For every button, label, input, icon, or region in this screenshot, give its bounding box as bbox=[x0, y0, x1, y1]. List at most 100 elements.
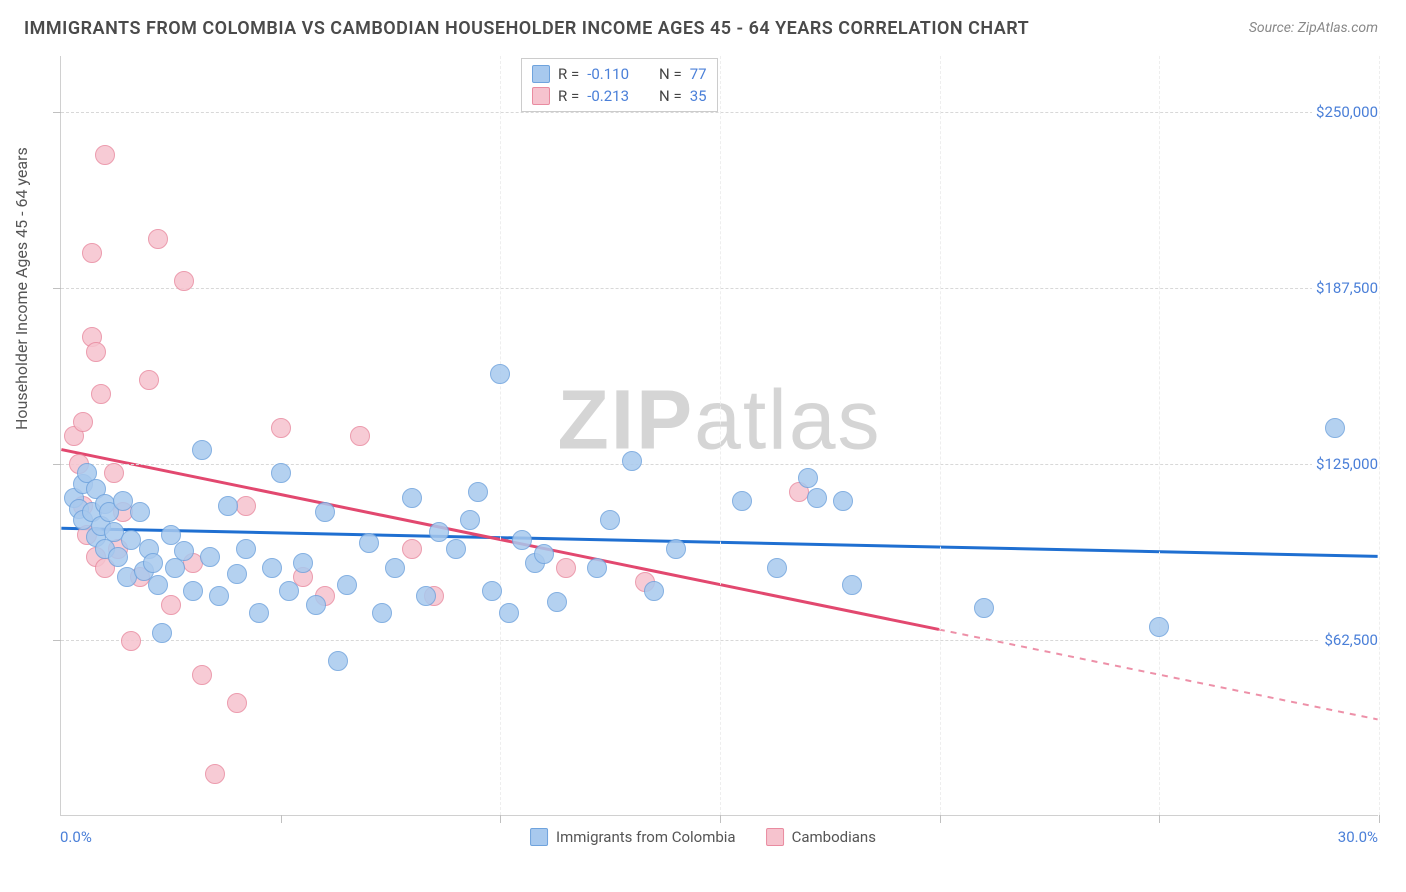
scatter-point bbox=[200, 547, 220, 567]
r-label: R = bbox=[558, 65, 579, 83]
scatter-point bbox=[833, 491, 853, 511]
scatter-point bbox=[306, 595, 326, 615]
chart-plot-area: ZIPatlas $62,500$125,000$187,500$250,000… bbox=[60, 56, 1378, 816]
scatter-point bbox=[249, 603, 269, 623]
scatter-point bbox=[1325, 418, 1345, 438]
scatter-point bbox=[236, 496, 256, 516]
legend-swatch bbox=[766, 828, 784, 846]
scatter-point bbox=[534, 544, 554, 564]
scatter-point bbox=[468, 482, 488, 502]
scatter-point bbox=[732, 491, 752, 511]
source-label: Source: ZipAtlas.com bbox=[1249, 20, 1378, 36]
scatter-point bbox=[385, 558, 405, 578]
scatter-point bbox=[205, 764, 225, 784]
scatter-point bbox=[86, 342, 106, 362]
y-tick-label: $125,000 bbox=[1312, 455, 1382, 473]
gridline-v bbox=[1379, 815, 1380, 823]
legend-item: Cambodians bbox=[766, 828, 876, 846]
scatter-point bbox=[429, 522, 449, 542]
scatter-point bbox=[161, 595, 181, 615]
scatter-point bbox=[402, 539, 422, 559]
n-value: 35 bbox=[690, 87, 707, 105]
scatter-point bbox=[499, 603, 519, 623]
scatter-point bbox=[359, 533, 379, 553]
scatter-point bbox=[227, 564, 247, 584]
scatter-point bbox=[798, 468, 818, 488]
scatter-point bbox=[73, 412, 93, 432]
scatter-point bbox=[174, 271, 194, 291]
gridline-v bbox=[720, 815, 721, 823]
scatter-point bbox=[460, 510, 480, 530]
scatter-point bbox=[337, 575, 357, 595]
scatter-point bbox=[148, 229, 168, 249]
scatter-point bbox=[108, 547, 128, 567]
legend-label: Cambodians bbox=[792, 828, 876, 846]
chart-title: IMMIGRANTS FROM COLOMBIA VS CAMBODIAN HO… bbox=[24, 18, 1029, 39]
scatter-point bbox=[271, 463, 291, 483]
scatter-point bbox=[1149, 617, 1169, 637]
x-axis-max-label: 30.0% bbox=[1338, 828, 1378, 846]
scatter-point bbox=[152, 623, 172, 643]
legend-swatch bbox=[532, 87, 550, 105]
scatter-point bbox=[328, 651, 348, 671]
n-value: 77 bbox=[690, 65, 707, 83]
scatter-point bbox=[130, 502, 150, 522]
scatter-point bbox=[622, 451, 642, 471]
n-label: N = bbox=[659, 65, 682, 83]
scatter-point bbox=[402, 488, 422, 508]
scatter-point bbox=[556, 558, 576, 578]
scatter-point bbox=[148, 575, 168, 595]
r-value: -0.213 bbox=[587, 87, 629, 105]
scatter-point bbox=[490, 364, 510, 384]
legend-swatch bbox=[530, 828, 548, 846]
scatter-point bbox=[91, 384, 111, 404]
scatter-point bbox=[644, 581, 664, 601]
scatter-point bbox=[236, 539, 256, 559]
r-value: -0.110 bbox=[587, 65, 629, 83]
scatter-point bbox=[192, 440, 212, 460]
y-tick-label: $62,500 bbox=[1320, 631, 1382, 649]
scatter-point bbox=[161, 525, 181, 545]
scatter-point bbox=[95, 145, 115, 165]
scatter-point bbox=[183, 581, 203, 601]
gridline-v bbox=[500, 815, 501, 823]
stats-legend: R = -0.110 N = 77 R = -0.213 N = 35 bbox=[521, 58, 718, 112]
scatter-point bbox=[279, 581, 299, 601]
bottom-legend: Immigrants from Colombia Cambodians bbox=[530, 828, 876, 846]
scatter-point bbox=[218, 496, 238, 516]
scatter-point bbox=[174, 541, 194, 561]
scatter-point bbox=[209, 586, 229, 606]
gridline-v bbox=[1159, 815, 1160, 823]
scatter-point bbox=[512, 530, 532, 550]
scatter-point bbox=[104, 463, 124, 483]
scatter-point bbox=[587, 558, 607, 578]
legend-label: Immigrants from Colombia bbox=[556, 828, 736, 846]
legend-item: Immigrants from Colombia bbox=[530, 828, 736, 846]
gridline-v bbox=[940, 815, 941, 823]
scatter-point bbox=[271, 418, 291, 438]
stats-legend-row: R = -0.213 N = 35 bbox=[532, 85, 707, 107]
stats-legend-row: R = -0.110 N = 77 bbox=[532, 63, 707, 85]
y-axis-title: Householder Income Ages 45 - 64 years bbox=[12, 147, 31, 430]
scatter-point bbox=[974, 598, 994, 618]
scatter-point bbox=[227, 693, 247, 713]
scatter-point bbox=[121, 631, 141, 651]
n-label: N = bbox=[659, 87, 682, 105]
y-tick-label: $250,000 bbox=[1312, 103, 1382, 121]
x-axis-min-label: 0.0% bbox=[60, 828, 92, 846]
scatter-point bbox=[372, 603, 392, 623]
scatter-point bbox=[82, 243, 102, 263]
scatter-point bbox=[262, 558, 282, 578]
scatter-point bbox=[446, 539, 466, 559]
scatter-point bbox=[767, 558, 787, 578]
scatter-point bbox=[666, 539, 686, 559]
scatter-point bbox=[113, 491, 133, 511]
scatter-point bbox=[416, 586, 436, 606]
scatter-point bbox=[192, 665, 212, 685]
r-label: R = bbox=[558, 87, 579, 105]
scatter-point bbox=[143, 553, 163, 573]
gridline-v bbox=[281, 815, 282, 823]
scatter-point bbox=[293, 553, 313, 573]
scatter-point bbox=[315, 502, 335, 522]
legend-swatch bbox=[532, 65, 550, 83]
